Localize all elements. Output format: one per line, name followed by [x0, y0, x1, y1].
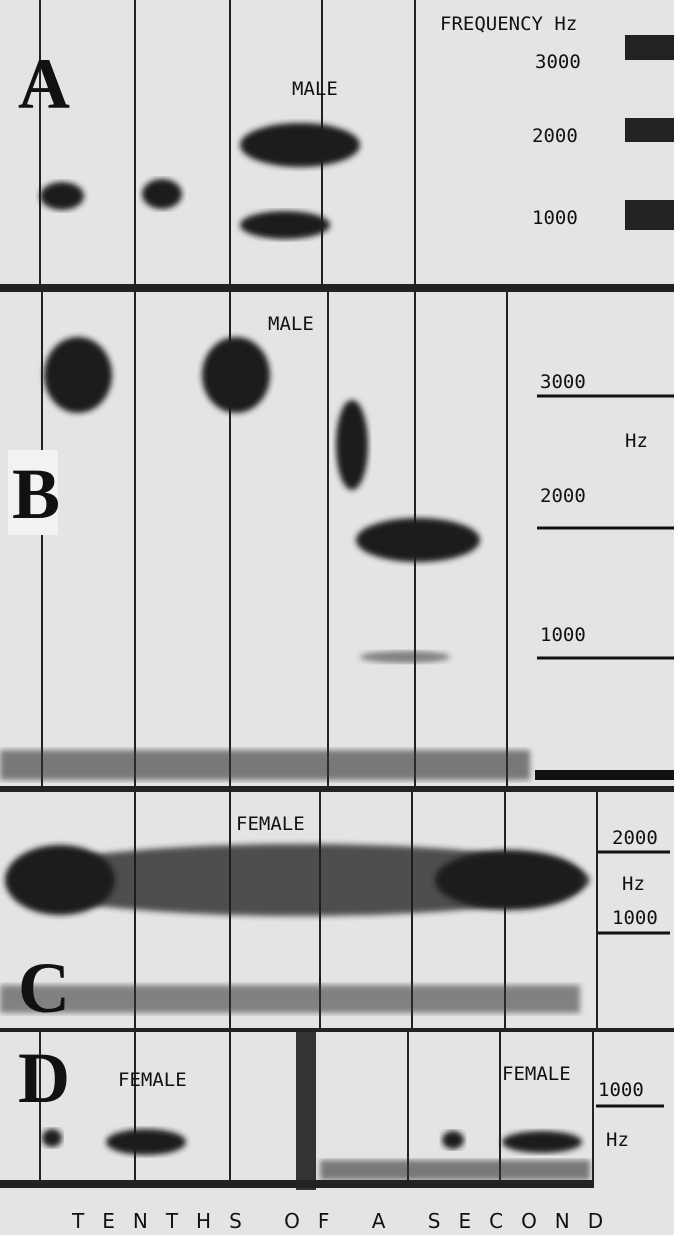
- scale-label: 1000: [612, 907, 658, 929]
- panel-b: B MALE 3000 Hz 2000 1000: [0, 292, 674, 792]
- scale-label: FREQUENCY Hz: [440, 13, 577, 35]
- scale-label: Hz: [606, 1129, 629, 1151]
- footer: TENTHS OF A SECOND: [71, 1209, 621, 1233]
- scale-label: 1000: [540, 624, 586, 646]
- scale-label: Hz: [625, 430, 648, 452]
- scale-label: 3000: [540, 371, 586, 393]
- scale-label: 2000: [612, 827, 658, 849]
- annotation: MALE: [268, 313, 314, 335]
- panel-d: D FEMALE FEMALE 1000 Hz: [0, 1032, 664, 1190]
- panel-a: A MALE FREQUENCY Hz 3000 2000 1000: [0, 0, 674, 292]
- panel-label: A: [18, 44, 70, 124]
- annotation: MALE: [292, 78, 338, 100]
- panel-label: D: [18, 1038, 70, 1118]
- scale-label: 2000: [540, 485, 586, 507]
- annotation: FEMALE: [236, 813, 305, 835]
- scale-label: Hz: [622, 873, 645, 895]
- panel-c: C FEMALE 2000 Hz 1000: [0, 792, 674, 1032]
- panel-label: C: [18, 948, 70, 1028]
- scale-label: 3000: [535, 51, 581, 73]
- scale-label: 1000: [532, 207, 578, 229]
- panel-label: B: [12, 454, 60, 534]
- annotation: FEMALE: [502, 1063, 571, 1085]
- scale-label: 2000: [532, 125, 578, 147]
- scale-label: 1000: [598, 1079, 644, 1101]
- annotation: FEMALE: [118, 1069, 187, 1091]
